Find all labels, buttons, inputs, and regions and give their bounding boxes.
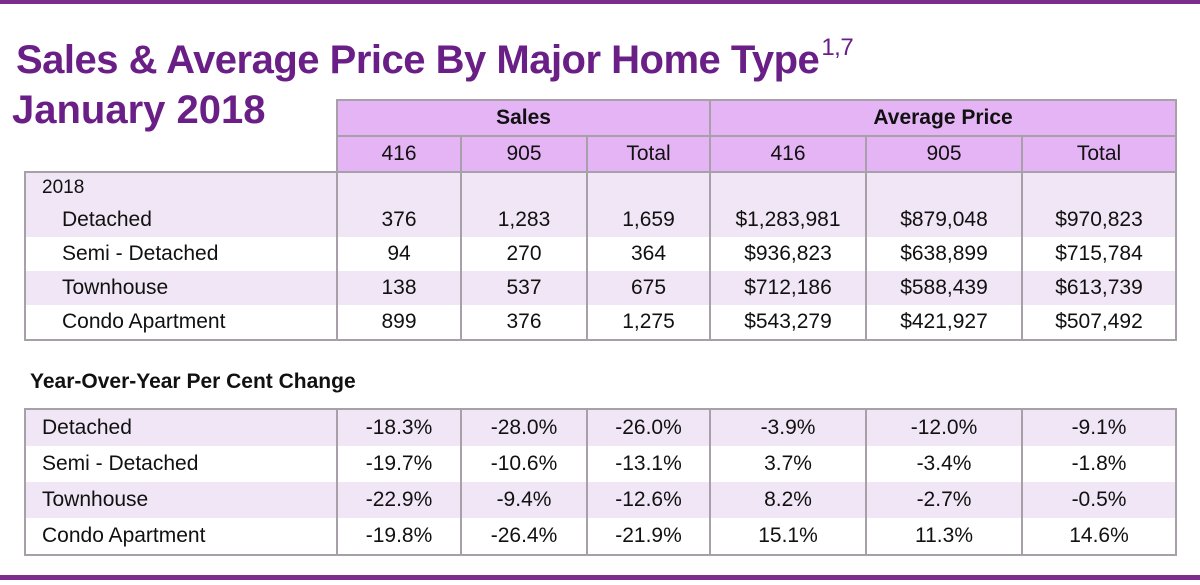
column-group-row: Sales Average Price	[335, 99, 1178, 137]
table-cell: -26.4%	[460, 518, 587, 555]
sales-group-header: Sales	[335, 99, 712, 137]
year-label: 2018	[25, 172, 337, 203]
bottom-rule	[0, 575, 1200, 580]
table-row: Detached 376 1,283 1,659 $1,283,981 $879…	[25, 203, 1176, 237]
table-row: Detached -18.3% -28.0% -26.0% -3.9% -12.…	[25, 409, 1176, 446]
table-cell: $543,279	[709, 305, 866, 340]
table-cell: -21.9%	[586, 518, 710, 555]
title-footnote-ref: 1,7	[821, 34, 854, 61]
table-cell: 15.1%	[709, 518, 866, 555]
table-cell: -18.3%	[336, 409, 461, 446]
table-cell: 94	[336, 237, 461, 271]
table-row: Condo Apartment 899 376 1,275 $543,279 $…	[25, 305, 1176, 340]
table-cell: 376	[336, 203, 461, 237]
table-cell: 1,283	[460, 203, 587, 237]
col-price-416: 416	[709, 135, 868, 173]
table-row: Semi - Detached 94 270 364 $936,823 $638…	[25, 237, 1176, 271]
table-cell: 1,275	[586, 305, 710, 340]
table-cell: -2.7%	[865, 482, 1022, 518]
table-cell: -1.8%	[1021, 446, 1176, 482]
table-cell: -12.0%	[865, 409, 1022, 446]
average-price-group-header: Average Price	[709, 99, 1178, 137]
table-row: Semi - Detached -19.7% -10.6% -13.1% 3.7…	[25, 446, 1176, 482]
table-cell: -12.6%	[586, 482, 710, 518]
table-cell: -3.4%	[865, 446, 1022, 482]
row-label: Townhouse	[25, 271, 337, 305]
table-cell: -22.9%	[336, 482, 461, 518]
row-label: Condo Apartment	[42, 524, 206, 547]
yoy-change-table: Detached -18.3% -28.0% -26.0% -3.9% -12.…	[24, 408, 1177, 556]
table-cell: $507,492	[1021, 305, 1176, 340]
col-price-total: Total	[1021, 135, 1178, 173]
table-cell: -28.0%	[460, 409, 587, 446]
table-cell: -3.9%	[709, 409, 866, 446]
table-row: Condo Apartment -19.8% -26.4% -21.9% 15.…	[25, 518, 1176, 555]
table-cell: $421,927	[865, 305, 1022, 340]
table-cell: $715,784	[1021, 237, 1176, 271]
table-cell: $936,823	[709, 237, 866, 271]
table-row: Townhouse -22.9% -9.4% -12.6% 8.2% -2.7%…	[25, 482, 1176, 518]
table-cell: $588,439	[865, 271, 1022, 305]
table-cell: -19.7%	[336, 446, 461, 482]
row-label: Semi - Detached	[42, 452, 199, 475]
table-cell: -9.1%	[1021, 409, 1176, 446]
row-label: Condo Apartment	[62, 310, 226, 333]
table-cell: 537	[460, 271, 587, 305]
table-cell: 1,659	[586, 203, 710, 237]
page-title-text: Sales & Average Price By Major Home Type	[16, 38, 820, 82]
table-cell: $879,048	[865, 203, 1022, 237]
table-cell: $1,283,981	[709, 203, 866, 237]
table-cell: $638,899	[865, 237, 1022, 271]
table-cell: -10.6%	[460, 446, 587, 482]
yoy-section-heading: Year-Over-Year Per Cent Change	[30, 370, 356, 393]
table-cell: 11.3%	[865, 518, 1022, 555]
column-subheader-row: 416 905 Total 416 905 Total	[336, 135, 1178, 173]
page-subtitle: January 2018	[12, 88, 266, 132]
column-header-table: Sales Average Price 416 905 Total 416 90…	[335, 99, 1178, 173]
row-label: Townhouse	[25, 482, 337, 518]
top-rule	[0, 0, 1200, 4]
table-cell: -26.0%	[586, 409, 710, 446]
table-cell: 675	[586, 271, 710, 305]
table-cell: 138	[336, 271, 461, 305]
table-cell: 8.2%	[709, 482, 866, 518]
table-cell: -19.8%	[336, 518, 461, 555]
row-label: Semi - Detached	[62, 242, 219, 265]
table-cell: 3.7%	[709, 446, 866, 482]
table-cell: 270	[460, 237, 587, 271]
year-row: 2018	[25, 172, 1176, 203]
table-cell: 376	[460, 305, 587, 340]
col-sales-total: Total	[585, 135, 712, 173]
sales-price-table: 2018 Detached 376 1,283 1,659 $1,283,981…	[24, 171, 1177, 341]
col-sales-416: 416	[336, 135, 462, 173]
table-cell: 14.6%	[1021, 518, 1176, 555]
table-cell: $970,823	[1021, 203, 1176, 237]
table-cell: $712,186	[709, 271, 866, 305]
table-row: Townhouse 138 537 675 $712,186 $588,439 …	[25, 271, 1176, 305]
col-price-905: 905	[865, 135, 1024, 173]
table-cell: 364	[586, 237, 710, 271]
table-cell: -0.5%	[1021, 482, 1176, 518]
table-cell: -9.4%	[460, 482, 587, 518]
table-cell: 899	[336, 305, 461, 340]
row-label: Detached	[25, 409, 337, 446]
col-sales-905: 905	[460, 135, 588, 173]
row-label: Detached	[25, 203, 337, 237]
table-cell: $613,739	[1021, 271, 1176, 305]
table-cell: -13.1%	[586, 446, 710, 482]
page-title: Sales & Average Price By Major Home Type…	[16, 34, 854, 83]
